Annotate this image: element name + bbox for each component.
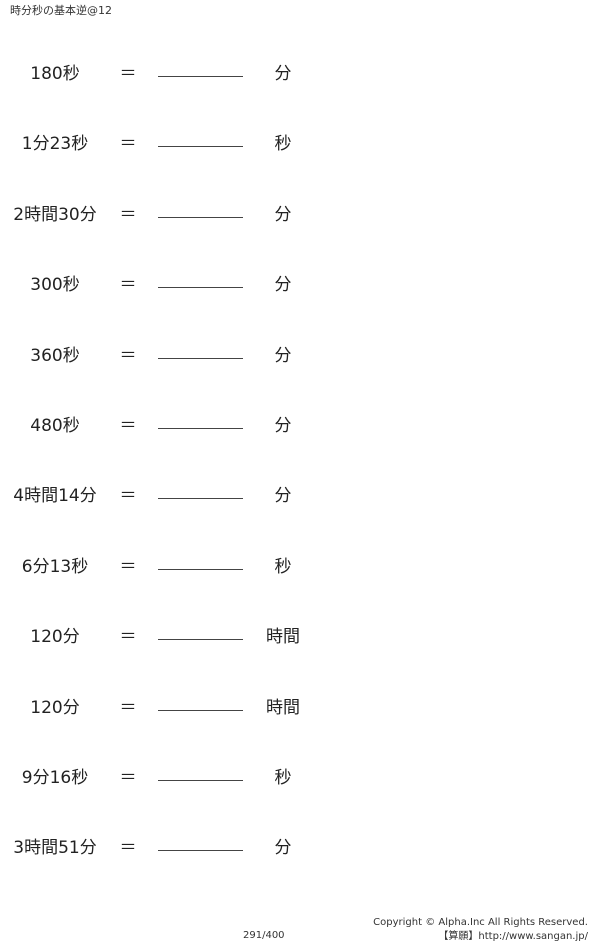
answer-blank[interactable] <box>158 709 243 711</box>
answer-blank[interactable] <box>158 287 243 289</box>
answer-unit: 分 <box>274 486 292 507</box>
answer-blank[interactable] <box>158 639 243 641</box>
equals-sign: ＝ <box>119 416 137 436</box>
answer-unit: 分 <box>274 416 292 436</box>
equals-sign: ＝ <box>119 204 137 225</box>
problem-row: 6分13秒 ＝ 秒 <box>0 549 600 579</box>
problem-question: 120分 <box>30 697 80 718</box>
answer-blank[interactable] <box>158 76 243 77</box>
answer-unit: 秒 <box>274 768 292 788</box>
problem-question: 9分16秒 <box>21 768 89 788</box>
answer-unit: 秒 <box>274 556 292 577</box>
problem-question: 6分13秒 <box>21 556 89 577</box>
equals-sign: ＝ <box>119 134 137 155</box>
problem-question: 1分23秒 <box>21 134 89 155</box>
problem-question: 300秒 <box>30 275 80 296</box>
problem-row: 9分16秒 ＝ 秒 <box>0 760 600 790</box>
copyright-block: Copyright © Alpha.Inc All Rights Reserve… <box>373 916 588 944</box>
problem-row: 1分23秒 ＝ 秒 <box>0 126 600 156</box>
answer-blank[interactable] <box>158 146 243 148</box>
problem-row: 300秒 ＝ 分 <box>0 267 600 297</box>
problem-question: 2時間30分 <box>13 204 97 225</box>
problem-row: 480秒 ＝ 分 <box>0 408 600 438</box>
equals-sign: ＝ <box>119 838 137 859</box>
problem-row: 3時間51分 ＝ 分 <box>0 830 600 860</box>
answer-blank[interactable] <box>158 357 243 359</box>
equals-sign: ＝ <box>119 345 137 366</box>
problem-row: 2時間30分 ＝ 分 <box>0 197 600 227</box>
answer-unit: 秒 <box>274 134 292 155</box>
problem-question: 360秒 <box>30 345 80 366</box>
answer-unit: 分 <box>274 345 292 366</box>
answer-blank[interactable] <box>158 568 243 570</box>
answer-unit: 時間 <box>266 697 300 718</box>
answer-unit: 分 <box>274 204 292 225</box>
equals-sign: ＝ <box>119 556 137 577</box>
answer-unit: 分 <box>274 838 292 859</box>
problem-question: 4時間14分 <box>13 486 97 507</box>
site-link: 【算願】http://www.sangan.jp/ <box>438 931 588 942</box>
equals-sign: ＝ <box>119 486 137 507</box>
equals-sign: ＝ <box>119 768 137 788</box>
problem-question: 3時間51分 <box>13 838 97 859</box>
answer-unit: 時間 <box>266 627 300 648</box>
answer-blank[interactable] <box>158 428 243 429</box>
answer-blank[interactable] <box>158 498 243 500</box>
copyright-text: Copyright © Alpha.Inc All Rights Reserve… <box>373 917 588 928</box>
equals-sign: ＝ <box>119 627 137 648</box>
answer-blank[interactable] <box>158 780 243 781</box>
problem-row: 360秒 ＝ 分 <box>0 338 600 368</box>
answer-blank[interactable] <box>158 216 243 218</box>
problem-row: 180秒 ＝ 分 <box>0 56 600 86</box>
equals-sign: ＝ <box>119 697 137 718</box>
problem-row: 120分 ＝ 時間 <box>0 690 600 720</box>
worksheet-title: 時分秒の基本逆@12 <box>10 4 112 17</box>
equals-sign: ＝ <box>119 64 137 84</box>
problem-row: 120分 ＝ 時間 <box>0 619 600 649</box>
equals-sign: ＝ <box>119 275 137 296</box>
problem-question: 480秒 <box>30 416 80 436</box>
problem-question: 120分 <box>30 627 80 648</box>
problem-question: 180秒 <box>30 64 80 84</box>
answer-blank[interactable] <box>158 850 243 852</box>
answer-unit: 分 <box>274 275 292 296</box>
answer-unit: 分 <box>274 64 292 84</box>
page-number: 291/400 <box>243 930 285 941</box>
problem-row: 4時間14分 ＝ 分 <box>0 478 600 508</box>
